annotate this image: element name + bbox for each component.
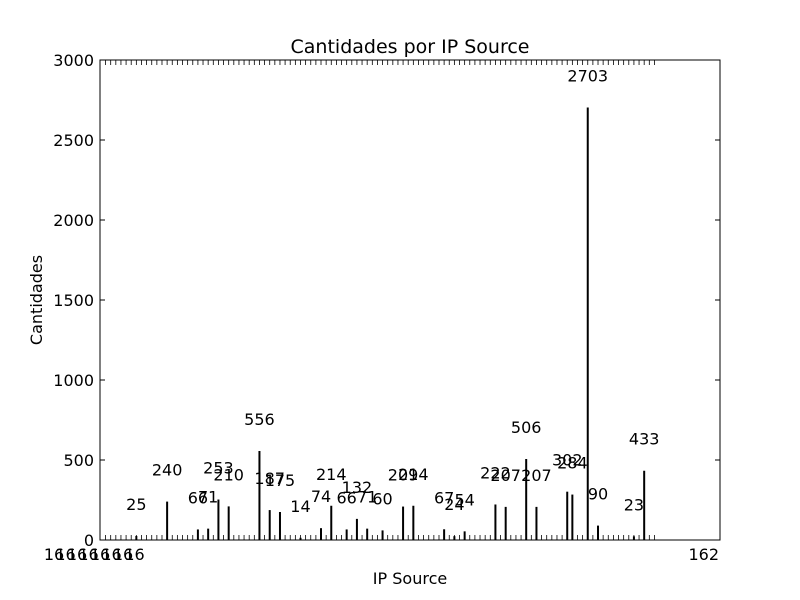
y-tick-label: 2000	[53, 211, 94, 230]
data-label: 222	[480, 463, 511, 482]
data-label: 2703	[567, 67, 608, 86]
data-label: 67	[434, 488, 454, 507]
x-axis-label: IP Source	[373, 569, 447, 588]
data-label: 210	[213, 465, 244, 484]
x-tick-label: 162	[688, 545, 719, 564]
data-label: 207	[490, 466, 521, 485]
y-axis-label: Cantidades	[27, 255, 46, 345]
data-label: 240	[152, 461, 183, 480]
x-tick-label: 16	[78, 545, 98, 564]
data-label: 54	[454, 490, 474, 509]
data-label: 74	[311, 487, 331, 506]
data-label: 66	[336, 488, 356, 507]
data-label: 284	[557, 454, 588, 473]
data-label: 90	[588, 485, 608, 504]
data-label: 14	[290, 497, 310, 516]
data-label: 253	[203, 459, 234, 478]
x-tick-label: 16	[101, 545, 121, 564]
data-label: 214	[316, 465, 347, 484]
data-label: 207	[521, 466, 552, 485]
data-labels-group: 2524066712532105561871751474214661327160…	[126, 67, 659, 516]
x-tick-label: 16	[90, 545, 110, 564]
data-label: 175	[265, 471, 296, 490]
y-tick-label: 1500	[53, 291, 94, 310]
data-label: 24	[444, 495, 464, 514]
y-axis: 0 500 1000 1500 2000 2500 3000	[53, 51, 720, 550]
bars-group	[135, 107, 646, 540]
x-tick-label: 16	[44, 545, 64, 564]
data-label: 214	[398, 465, 429, 484]
data-label: 556	[244, 410, 275, 429]
data-label: 23	[624, 495, 644, 514]
x-tick-label: 16	[67, 545, 87, 564]
data-label: 302	[552, 451, 583, 470]
y-tick-label: 3000	[53, 51, 94, 70]
x-tick-label: 16	[113, 545, 133, 564]
x-tick-label: 16	[124, 545, 144, 564]
y-tick-label: 2500	[53, 131, 94, 150]
x-tick-label: 16	[55, 545, 75, 564]
data-label: 187	[254, 469, 285, 488]
data-label: 433	[629, 430, 660, 449]
y-tick-label: 0	[84, 531, 94, 550]
y-tick-label: 500	[63, 451, 94, 470]
plot-frame	[99, 59, 721, 541]
chart-title: Cantidades por IP Source	[291, 36, 530, 58]
y-tick-label: 1000	[53, 371, 94, 390]
data-label: 506	[511, 418, 542, 437]
data-label: 71	[198, 488, 218, 507]
data-label: 66	[188, 488, 208, 507]
data-label: 132	[342, 478, 373, 497]
data-label: 209	[388, 466, 419, 485]
data-label: 71	[357, 488, 377, 507]
data-label: 25	[126, 495, 146, 514]
data-label: 60	[372, 489, 392, 508]
